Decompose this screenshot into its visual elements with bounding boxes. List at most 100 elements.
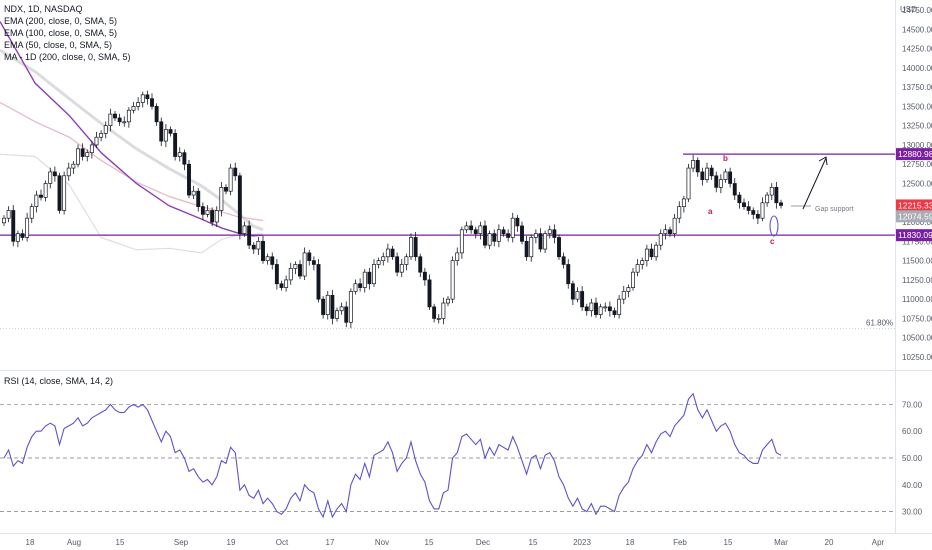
candle-body (242, 225, 247, 234)
candle-body (76, 148, 80, 165)
candle-body (492, 233, 497, 242)
indicator-ema100-label[interactable]: EMA (100, close, 0, SMA, 5) (4, 28, 117, 38)
candle-body (603, 306, 608, 309)
candle-body (367, 271, 372, 285)
candle-body (66, 167, 71, 177)
gap-support-label: Gap support (815, 206, 854, 213)
candle-body (626, 287, 631, 292)
candle-body (520, 225, 524, 242)
candle-body (85, 152, 90, 157)
candle-body (39, 194, 43, 198)
annotations: a b c Gap support (708, 154, 854, 246)
rsi-tick-label: 40.00 (902, 481, 923, 490)
candle-body (94, 136, 99, 146)
time-tick-label: Aug (67, 538, 81, 547)
candle-body (478, 225, 483, 234)
candle-body (691, 160, 696, 169)
candle-body (487, 233, 492, 246)
candle-body (663, 229, 668, 234)
candle-body (274, 264, 279, 285)
candle-body (538, 233, 543, 250)
candle-body (566, 264, 571, 285)
candle-body (552, 229, 557, 238)
candle-body (29, 206, 34, 219)
candle-body (376, 260, 381, 265)
candle-body (709, 167, 714, 177)
candle-body (774, 187, 779, 204)
candle-body (247, 225, 252, 246)
candle-body (644, 248, 649, 261)
candle-body (256, 240, 261, 250)
indicator-ema200-label[interactable]: EMA (200, close, 0, SMA, 5) (4, 16, 117, 26)
time-tick-label: 15 (425, 538, 434, 547)
candle-body (742, 202, 746, 207)
axis-labels: 14750.00 14500.00 14250.00 14000.00 13750.00… (26, 6, 932, 547)
candle-body (598, 306, 603, 315)
candle-body (173, 133, 178, 157)
candle-body (612, 310, 617, 315)
candle-body (635, 264, 640, 273)
candle-body (723, 171, 728, 180)
time-tick-label: 17 (326, 538, 335, 547)
candle-body (765, 194, 770, 204)
candle-body (113, 113, 117, 119)
candle-body (746, 206, 751, 211)
candle-body (335, 310, 339, 319)
candle-body (506, 233, 511, 238)
candle-body (575, 291, 580, 300)
candle-body (422, 271, 427, 281)
candle-body (6, 210, 11, 219)
candle-body (640, 260, 645, 265)
candle-body (163, 129, 168, 142)
candle-body (584, 306, 589, 312)
indicator-ema50-label[interactable]: EMA (50, close, 0, SMA, 5) (4, 40, 112, 50)
candle-body (2, 217, 6, 224)
time-tick-label: 2023 (573, 538, 591, 547)
candle-body (728, 171, 733, 184)
candle-body (71, 163, 76, 169)
candle-body (219, 187, 224, 211)
fib-level-label: 61.80% (866, 318, 893, 327)
candle-body (150, 98, 154, 107)
candle-body (399, 264, 404, 273)
projection-arrow (802, 157, 827, 210)
wave-label: b (723, 154, 728, 163)
chart-title[interactable]: NDX, 1D, NASDAQ (4, 4, 83, 14)
price-tag-box (896, 148, 932, 161)
rsi-line (3, 392, 782, 519)
rsi-tick-label: 60.00 (902, 427, 923, 436)
price-tag-label: 12074.59 (898, 211, 932, 221)
candle-body (464, 225, 469, 231)
price-tag-box (896, 199, 932, 212)
candle-body (543, 233, 548, 250)
time-tick-label: 18 (26, 538, 35, 547)
candle-body (159, 121, 164, 142)
candle-body (533, 233, 538, 238)
candle-body (589, 302, 594, 312)
candle-body (154, 106, 159, 123)
candle-body (779, 202, 783, 206)
rsi-title[interactable]: RSI (14, close, SMA, 14, 2) (4, 376, 113, 386)
candle-body (362, 271, 367, 288)
candle-body (182, 152, 187, 165)
candle-body (718, 179, 723, 188)
moving-average-lines (0, 21, 264, 254)
candle-body (441, 302, 446, 319)
indicator-ma200-label[interactable]: MA - 1D (200, close, 0, SMA, 5) (4, 52, 131, 62)
price-tag-box (896, 229, 932, 242)
candle-body (681, 198, 686, 207)
candle-body (751, 210, 756, 215)
rsi-series (0, 392, 895, 519)
candle-body (501, 229, 506, 234)
time-tick-label: 20 (825, 538, 834, 547)
rsi-tick-label: 70.00 (902, 400, 923, 409)
candle-body (251, 244, 256, 250)
candle-body (755, 213, 760, 219)
price-tag-label: 12215.33 (898, 200, 932, 210)
candle-body (483, 225, 487, 246)
price-tick-label: 10500.00 (902, 334, 932, 343)
candle-body (11, 210, 16, 242)
time-tick-label: Oct (276, 538, 289, 547)
time-tick-label: 15 (116, 538, 125, 547)
